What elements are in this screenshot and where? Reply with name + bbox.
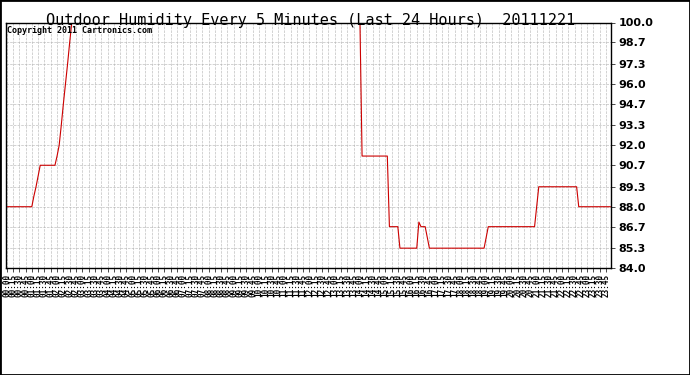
Text: Outdoor Humidity Every 5 Minutes (Last 24 Hours)  20111221: Outdoor Humidity Every 5 Minutes (Last 2…: [46, 13, 575, 28]
Text: Copyright 2011 Cartronics.com: Copyright 2011 Cartronics.com: [7, 26, 152, 35]
